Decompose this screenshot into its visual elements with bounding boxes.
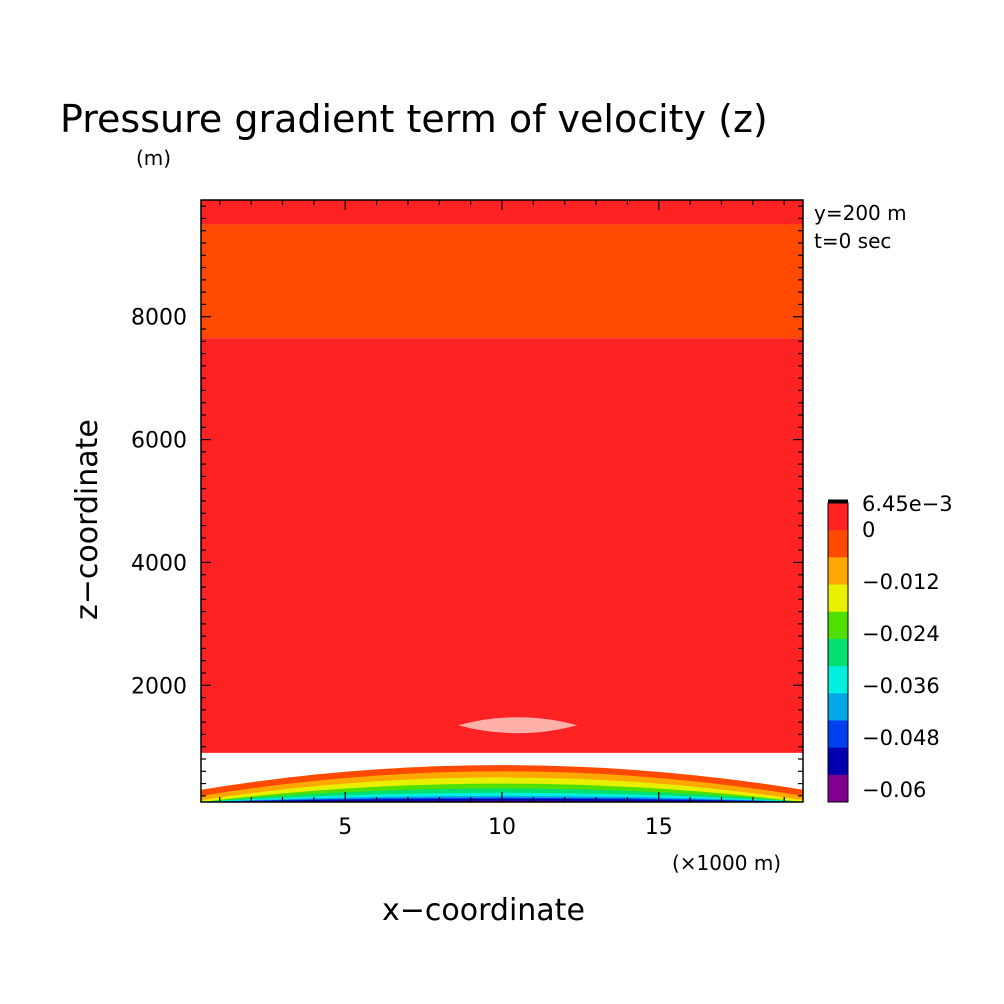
- colorbar-swatch: [828, 720, 848, 749]
- x-unit-label: (×1000 m): [672, 851, 781, 875]
- annotation-t: t=0 sec: [814, 229, 891, 253]
- y-tick-label: 2000: [131, 674, 187, 699]
- colorbar-swatch: [828, 530, 848, 558]
- y-tick-label: 6000: [131, 429, 187, 454]
- colorbar-frame: [827, 502, 849, 803]
- y-unit-label: (m): [136, 146, 171, 170]
- colorbar-swatch: [828, 666, 848, 694]
- colorbar: 6.45e−30 −0.012 −0.024 −0.036 −0.048 −0.06: [827, 492, 953, 803]
- colorbar-swatch: [828, 557, 848, 586]
- colorbar-swatch: [828, 747, 848, 776]
- x-tick-label: 10: [488, 815, 516, 840]
- axis-ticks: 5 10 15 2000 4000 6000 8000: [131, 200, 803, 840]
- colorbar-swatch: [828, 611, 848, 640]
- colorbar-label: 0: [862, 518, 875, 542]
- y-axis-label: z−coordinate: [70, 419, 105, 620]
- colorbar-swatch: [828, 774, 848, 803]
- colorbar-swatch: [828, 503, 848, 531]
- annotation-y: y=200 m: [814, 201, 907, 225]
- colorbar-label: −0.048: [862, 726, 940, 750]
- colorbar-swatch: [828, 638, 848, 667]
- max-value-region: [458, 717, 578, 734]
- colorbar-swatch: [828, 584, 848, 613]
- contour-band-1: [201, 224, 803, 339]
- chart-title: Pressure gradient term of velocity (z): [60, 97, 768, 141]
- contour-band-2: [201, 338, 803, 753]
- x-tick-label: 15: [645, 815, 673, 840]
- x-tick-label: 5: [338, 815, 352, 840]
- colorbar-label: −0.012: [862, 570, 940, 594]
- plot-area: [201, 200, 803, 802]
- colorbar-swatch: [828, 693, 848, 721]
- x-axis-label: x−coordinate: [382, 893, 585, 928]
- colorbar-label: −0.06: [862, 778, 926, 802]
- colorbar-label: −0.036: [862, 674, 940, 698]
- y-tick-label: 8000: [131, 306, 187, 331]
- colorbar-label: 6.45e−3: [862, 492, 953, 516]
- colorbar-label: −0.024: [862, 622, 940, 646]
- y-tick-label: 4000: [131, 551, 187, 576]
